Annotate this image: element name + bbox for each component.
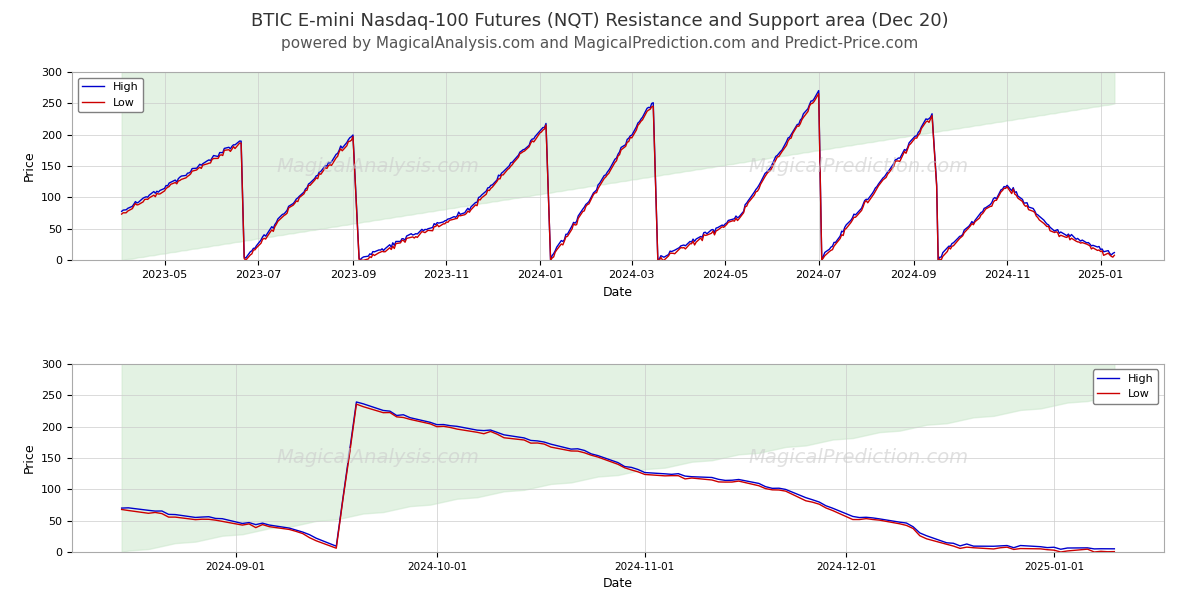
Legend: High, Low: High, Low xyxy=(1093,370,1158,404)
Legend: High, Low: High, Low xyxy=(78,77,143,112)
Line: High: High xyxy=(121,91,1115,260)
X-axis label: Date: Date xyxy=(604,286,634,299)
Text: MagicalAnalysis.com: MagicalAnalysis.com xyxy=(276,157,479,176)
Text: MagicalPrediction.com: MagicalPrediction.com xyxy=(748,448,968,467)
Y-axis label: Price: Price xyxy=(23,443,36,473)
Text: MagicalPrediction.com: MagicalPrediction.com xyxy=(748,157,968,176)
Text: MagicalAnalysis.com: MagicalAnalysis.com xyxy=(276,448,479,467)
Y-axis label: Price: Price xyxy=(23,151,36,181)
Text: BTIC E-mini Nasdaq-100 Futures (NQT) Resistance and Support area (Dec 20): BTIC E-mini Nasdaq-100 Futures (NQT) Res… xyxy=(251,12,949,30)
Text: powered by MagicalAnalysis.com and MagicalPrediction.com and Predict-Price.com: powered by MagicalAnalysis.com and Magic… xyxy=(281,36,919,51)
Line: Low: Low xyxy=(121,94,1115,260)
X-axis label: Date: Date xyxy=(604,577,634,590)
Line: High: High xyxy=(121,402,1115,549)
Line: Low: Low xyxy=(121,404,1115,552)
